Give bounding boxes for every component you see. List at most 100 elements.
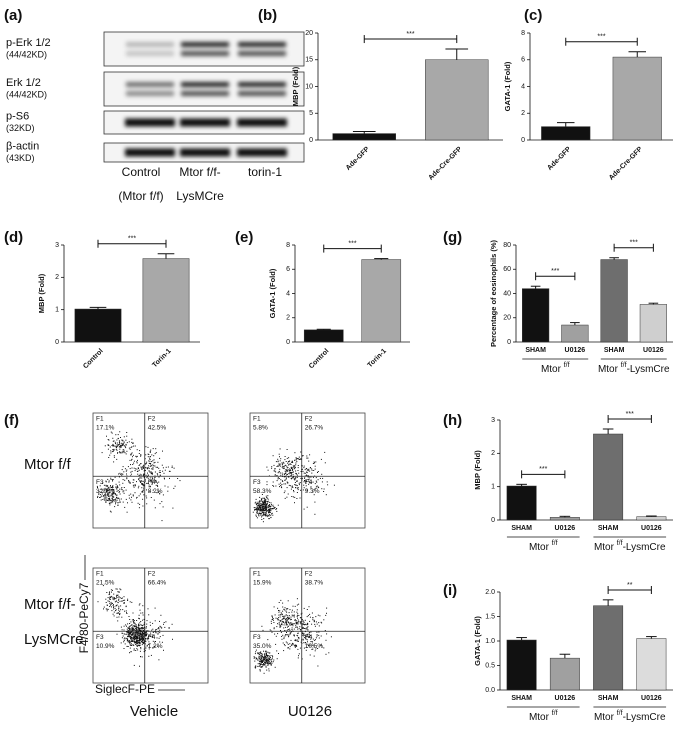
flow-dot [314,625,316,627]
flow-dot [286,481,288,483]
flow-dot [262,656,264,658]
flow-dot [272,481,274,483]
flow-dot [142,627,144,629]
flow-dot [157,482,158,484]
flow-dot [127,502,128,504]
flow-dot [309,645,311,647]
flow-dot [265,515,266,517]
flow-dot [140,633,142,634]
flow-dot [109,495,111,497]
y-tick-label: 0 [309,137,313,144]
flow-dot [299,626,301,628]
flow-dot [130,644,132,646]
flow-dot [259,670,261,672]
flow-dot [120,445,122,447]
flow-dot [116,488,118,490]
flow-dot [135,629,137,631]
flow-dot [128,632,130,634]
flow-dot [315,648,317,650]
flow-dot [315,621,317,623]
flow-dot [129,619,131,620]
flow-dot [278,614,280,616]
flow-dot [262,521,264,523]
flow-dot [125,624,127,626]
flow-dot [291,643,293,645]
flow-dot [286,449,288,450]
blot-row-label: β-actin [6,140,39,152]
flow-dot [124,446,126,448]
flow-dot [118,444,120,445]
flow-dot [304,634,306,636]
panel-label: (f) [4,412,19,429]
flow-dot [110,494,112,496]
flow-dot [146,638,148,640]
flow-dot [289,468,291,470]
y-tick-label: 5 [309,110,313,117]
flow-dot [295,644,296,646]
flow-dot [98,493,100,495]
blot-column-label: Control [122,165,161,179]
flow-dot [118,497,120,499]
flow-dot [305,634,307,636]
flow-dot [282,634,284,636]
flow-dot [112,485,114,487]
flow-dot [133,635,135,637]
flow-dot [116,458,118,460]
flow-dot [267,469,269,471]
flow-dot [107,485,108,487]
flow-dot [287,629,289,631]
flow-dot [265,506,267,508]
flow-dot [148,614,150,616]
band [126,42,174,47]
flow-dot [105,480,107,482]
flow-dot [149,479,151,481]
flow-dot [141,641,143,643]
flow-dot [139,622,141,624]
flow-dot [293,490,294,491]
flow-dot [282,621,284,622]
y-tick-label: 0 [521,137,525,144]
flow-dot [299,497,301,499]
flow-dot [110,511,112,513]
flow-dot [129,459,131,461]
flow-dot [138,604,140,606]
flow-dot [105,602,107,603]
flow-dot [171,465,173,467]
flow-dot [295,621,297,623]
flow-dot [300,623,302,625]
flow-dot [310,479,312,481]
flow-dot [114,441,116,443]
flow-dot [129,641,131,643]
flow-dot [139,450,141,452]
flow-dot [131,640,133,642]
flow-dot [255,508,257,509]
flow-dot [302,489,304,491]
flow-dot [266,656,268,658]
flow-dot [126,628,128,630]
flow-dot [298,638,300,640]
flow-dot [135,636,137,638]
flow-dot [258,657,260,659]
flow-dot [136,639,138,641]
flow-dot [271,615,273,617]
flow-dot [257,508,259,510]
flow-dot [164,469,166,471]
flow-dot [287,467,289,469]
flow-dot [256,511,258,513]
flow-dot [266,658,267,660]
flow-dot [258,501,260,503]
flow-dot [149,465,151,467]
panel-label: (e) [235,229,253,246]
flow-dot [117,434,119,436]
flow-dot [120,446,122,448]
group-suffix: -LysmCre [623,542,666,553]
flow-dot [129,629,131,631]
flow-dot [314,650,316,652]
flow-dot [297,458,299,460]
flow-dot [138,469,140,471]
flow-dot [159,474,161,476]
flow-dot [130,641,132,643]
flow-dot [262,513,264,515]
blot-bands [126,82,286,96]
flow-column-label: U0126 [288,703,332,720]
